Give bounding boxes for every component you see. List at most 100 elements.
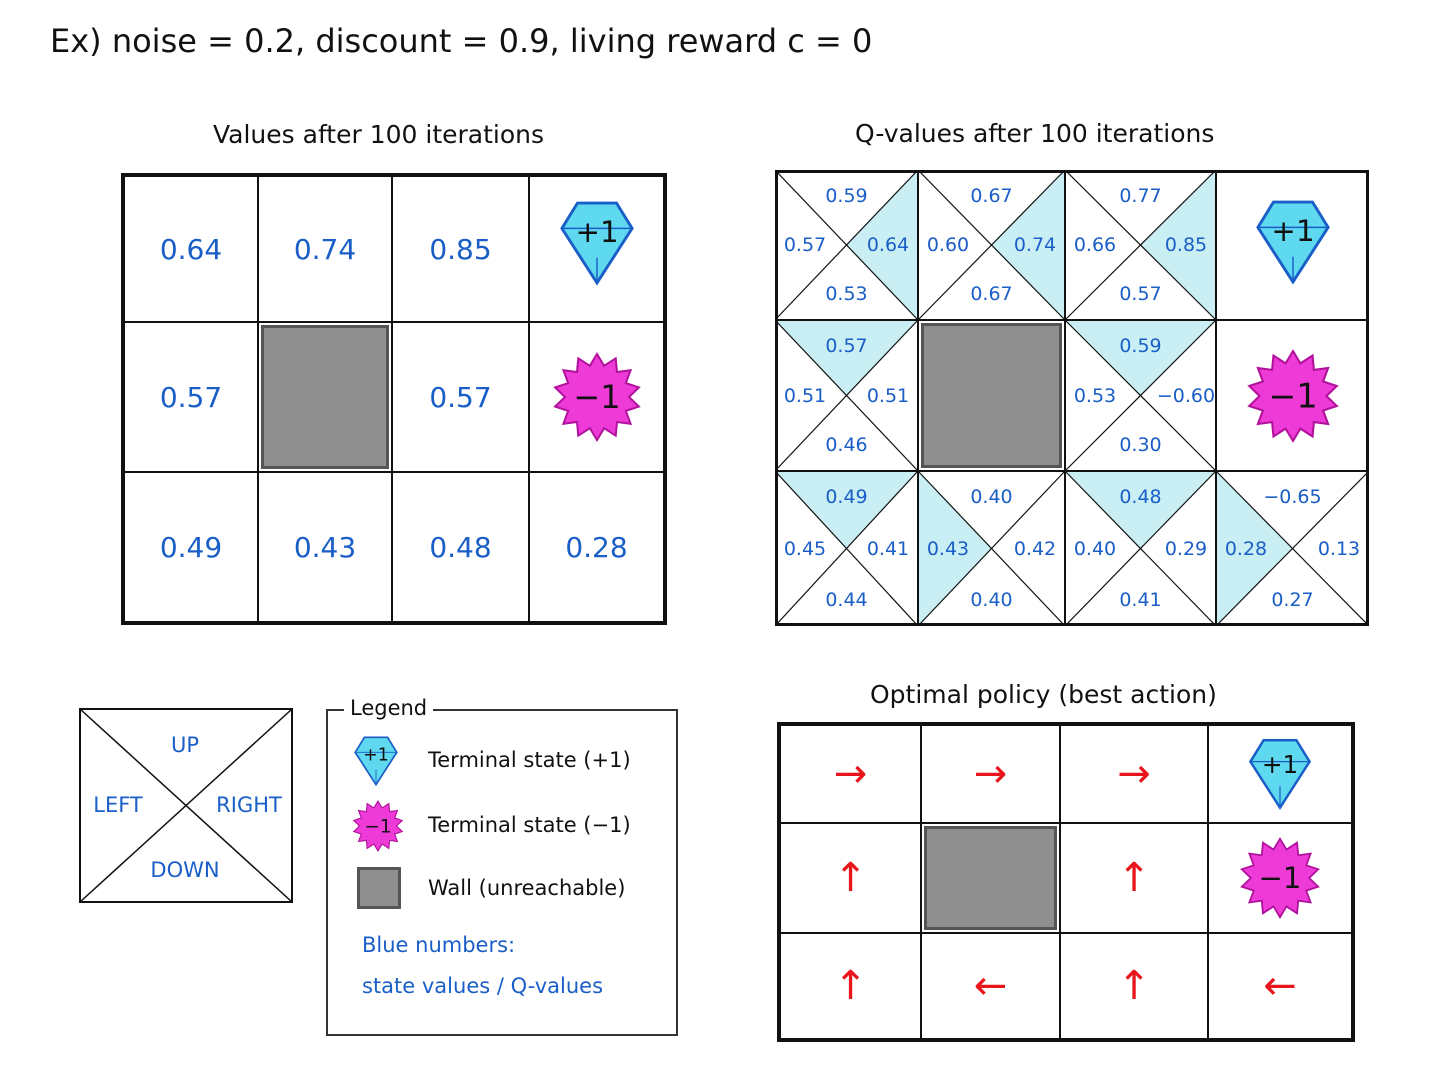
q-diagonal [775,470,919,626]
gem-icon: +1 [1255,200,1330,285]
q-value-right: 0.74 [1013,234,1057,256]
q-value-down: 0.27 [1271,589,1314,611]
policy-cell: ↑ [780,933,921,1039]
value-cell: 0.74 [258,176,392,322]
gem-label: +1 [1271,214,1314,248]
state-value: 0.43 [293,530,357,564]
policy-cell: → [921,725,1060,823]
best-action-highlight [775,320,918,396]
gem-label: +1 [363,745,389,765]
action-key: UP LEFT RIGHT DOWN [79,708,293,903]
best-action-highlight [1140,170,1216,320]
q-value-down: 0.41 [1119,589,1162,611]
burst-label: −1 [1259,861,1302,895]
arrow-left-icon: ← [973,963,1008,1009]
wall-block [924,826,1057,930]
q-value-down: 0.40 [970,589,1013,611]
key-left-label: LEFT [93,793,143,817]
arrow-right-icon: → [1117,751,1151,797]
page-title: Ex) noise = 0.2, discount = 0.9, living … [50,22,873,60]
q-value-right: 0.42 [1013,537,1057,560]
q-value-right: 0.85 [1164,234,1208,256]
q-value-left: 0.28 [1224,537,1268,560]
burst-label: −1 [1268,376,1317,415]
arrow-left-icon: ← [1263,963,1297,1009]
q-diagonal [917,170,1066,321]
q-value-left: 0.60 [926,234,970,256]
legend-note-line1: Blue numbers: [362,933,516,957]
q-value-right: 0.13 [1317,537,1361,560]
value-cell: 0.28 [529,472,664,622]
q-diagonal [917,470,1066,626]
policy-grid: → → → +1 ↑ ↑ −1 ↑ ← ↑ ← [777,722,1355,1042]
q-value-up: 0.57 [825,335,868,357]
best-action-highlight [991,170,1065,320]
terminal-minus: −1 [1246,348,1340,447]
policy-panel-title: Optimal policy (best action) [870,680,1217,709]
q-cell-border [1215,470,1369,626]
legend-item-wall: Wall (unreachable) [428,876,626,900]
best-action-highlight [846,170,918,320]
q-value-down: 0.53 [825,283,868,305]
key-right-label: RIGHT [216,793,282,817]
value-cell: 0.49 [124,472,258,622]
legend-item-terminal-minus: Terminal state (−1) [428,813,631,837]
best-action-highlight [775,471,918,549]
q-diagonal [1064,319,1217,472]
state-value: 0.64 [159,232,223,266]
gem-icon: +1 [354,736,398,787]
burst-icon: −1 [352,800,404,852]
state-value: 0.49 [159,530,223,564]
q-value-down: 0.46 [825,434,868,456]
policy-cell: ↑ [780,823,921,933]
arrow-up-icon: ↑ [833,963,868,1009]
policy-cell [921,823,1060,933]
best-action-highlight [1065,471,1216,549]
values-panel-title: Values after 100 iterations [213,120,545,149]
gem-icon: +1 [559,201,634,286]
burst-label: −1 [364,816,391,837]
arrow-up-icon: ↑ [1117,855,1151,901]
value-cell: 0.48 [392,472,529,622]
value-cell: +1 [529,176,664,322]
gem-label: +1 [575,215,618,249]
q-value-left: 0.43 [926,537,970,560]
q-value-up: 0.59 [1119,335,1162,357]
q-value-left: 0.40 [1073,537,1117,560]
q-value-up: −0.65 [1263,486,1322,508]
state-value: 0.57 [159,380,223,414]
legend-wall-icon [357,867,401,909]
arrow-up-icon: ↑ [833,855,868,901]
value-cell: 0.85 [392,176,529,322]
q-value-right: 0.51 [866,384,910,407]
state-value: 0.28 [565,530,628,564]
value-cell [258,322,392,472]
legend-title: Legend [344,696,434,720]
value-cell: −1 [529,322,664,472]
value-cell: 0.57 [124,322,258,472]
arrow-right-icon: → [833,751,868,797]
legend-item-terminal-plus: Terminal state (+1) [428,748,631,772]
values-grid: 0.64 0.74 0.85 +1 0.57 0.57 −1 0.49 0.43 0.48 0.28 [121,173,667,625]
burst-icon: −1 [1240,837,1320,919]
wall-block [921,323,1062,468]
state-value: 0.85 [429,232,492,266]
q-value-up: 0.49 [825,486,868,508]
policy-cell: ↑ [1060,933,1208,1039]
q-value-left: 0.45 [783,537,827,560]
q-value-left: 0.51 [783,384,827,407]
q-diagonal [1064,470,1217,626]
policy-cell: → [1060,725,1208,823]
q-panel-title: Q-values after 100 iterations [855,119,1215,148]
value-cell: 0.43 [258,472,392,622]
q-diagonal [775,170,919,321]
best-action-highlight [918,471,992,626]
best-action-highlight [1216,471,1293,626]
gem-label: +1 [1262,750,1298,779]
policy-cell: ↑ [1060,823,1208,933]
action-key-diagram [79,708,293,903]
best-action-highlight [1065,320,1216,396]
q-value-up: 0.59 [825,185,868,207]
state-value: 0.48 [429,530,492,564]
key-down-label: DOWN [150,858,220,882]
